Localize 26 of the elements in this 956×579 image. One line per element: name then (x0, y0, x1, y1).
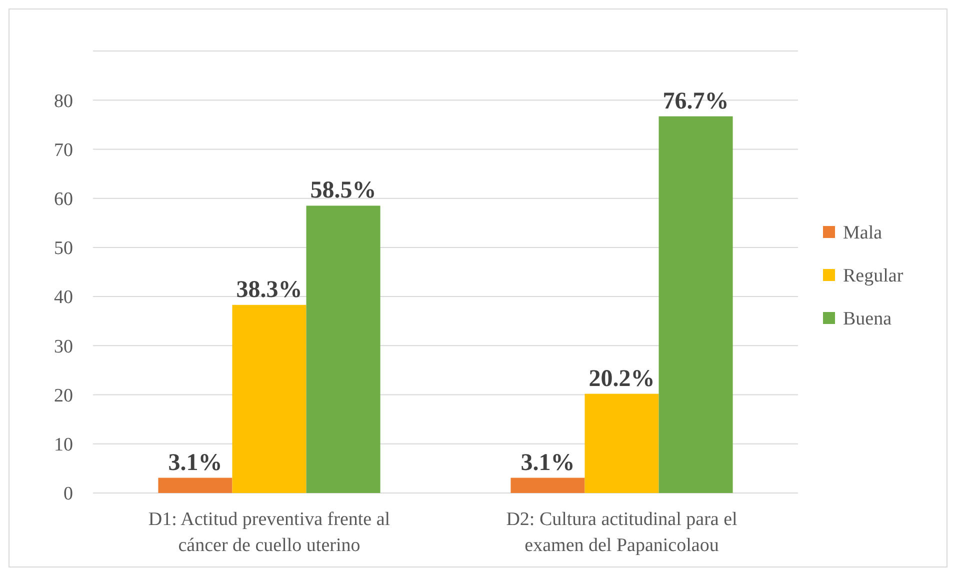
x-tick-label: D1: Actitud preventiva frente al cáncer de cuello uterino (148, 509, 390, 556)
y-tick-label: 60 (54, 188, 73, 210)
bar (306, 206, 380, 493)
y-tick-label: 70 (54, 140, 73, 161)
bar (510, 478, 585, 493)
data-label: 3.1% (168, 450, 222, 476)
data-label: 38.3% (236, 276, 302, 303)
data-label: 76.7% (662, 88, 729, 114)
y-tick-label: 50 (54, 238, 73, 260)
data-label: 20.2% (588, 366, 655, 392)
y-tick-label: 80 (54, 90, 73, 112)
y-tick-label: 40 (54, 287, 73, 308)
bar (232, 304, 306, 493)
data-label: 58.5% (310, 178, 376, 204)
y-tick-label: 0 (64, 484, 73, 505)
bar (158, 478, 232, 493)
bar (584, 394, 659, 493)
y-tick-label: 20 (54, 385, 73, 406)
legend-label: Mala (843, 222, 883, 244)
y-tick-label: 30 (54, 336, 73, 358)
x-tick-label: D2: Cultura actitudinal para el examen del Papanicolaou (506, 509, 738, 556)
y-tick-label: 10 (54, 434, 73, 456)
data-label: 3.1% (520, 450, 575, 476)
legend-label: Regular (843, 266, 904, 287)
legend-label: Buena (843, 308, 892, 330)
bar (658, 116, 733, 493)
